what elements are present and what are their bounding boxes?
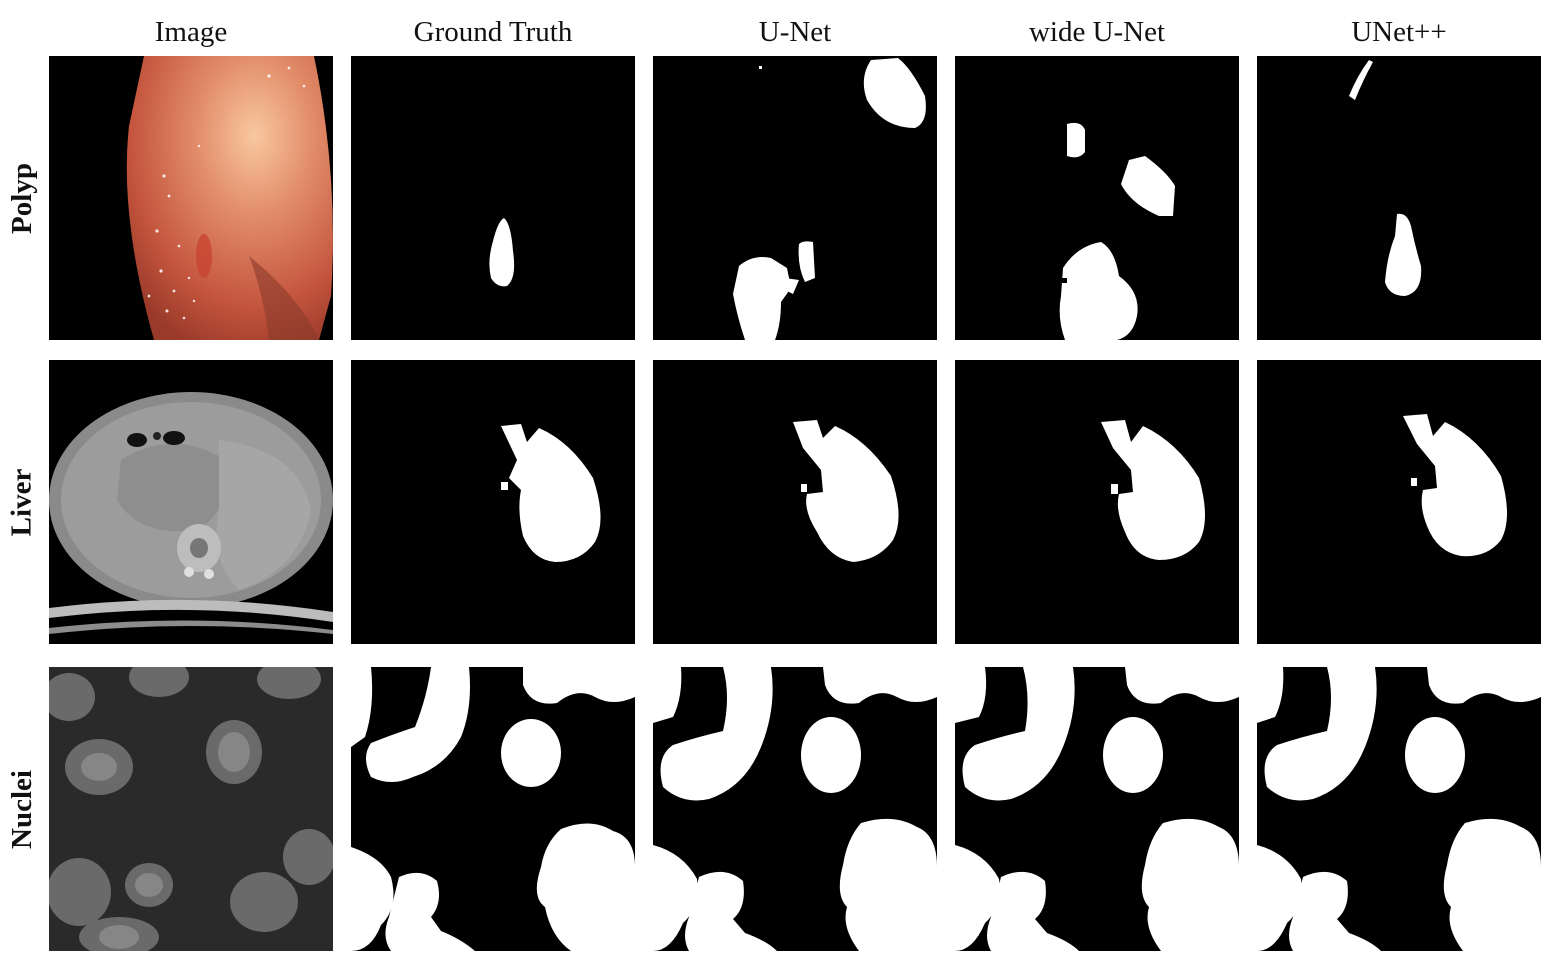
row-label-polyp: Polyp <box>5 162 38 234</box>
nuclei-unet-mask <box>653 667 937 951</box>
liver-unet-mask <box>653 360 937 644</box>
polyp-wide-unet-mask <box>955 56 1239 340</box>
polyp-ground-truth-mask <box>351 56 635 340</box>
liver-ground-truth-mask <box>351 360 635 644</box>
column-header-wide-unet: wide U-Net <box>1028 16 1166 48</box>
row-label-liver: Liver <box>5 468 38 536</box>
liver-input-image <box>49 360 333 644</box>
nuclei-wide-unet-mask <box>955 667 1239 951</box>
column-header-unetpp: UNet++ <box>1351 16 1447 48</box>
liver-wide-unet-mask <box>955 360 1239 644</box>
column-header-unet: U-Net <box>758 16 832 48</box>
polyp-unet-mask <box>653 56 937 340</box>
polyp-input-image <box>49 56 333 340</box>
column-header-image: Image <box>154 16 228 48</box>
row-label-nuclei: Nuclei <box>5 769 38 849</box>
polyp-unetpp-mask <box>1257 56 1541 340</box>
liver-unetpp-mask <box>1257 360 1541 644</box>
column-header-ground-truth: Ground Truth <box>413 16 573 48</box>
nuclei-ground-truth-mask <box>351 667 635 951</box>
nuclei-unetpp-mask <box>1257 667 1541 951</box>
nuclei-input-image <box>49 667 333 951</box>
